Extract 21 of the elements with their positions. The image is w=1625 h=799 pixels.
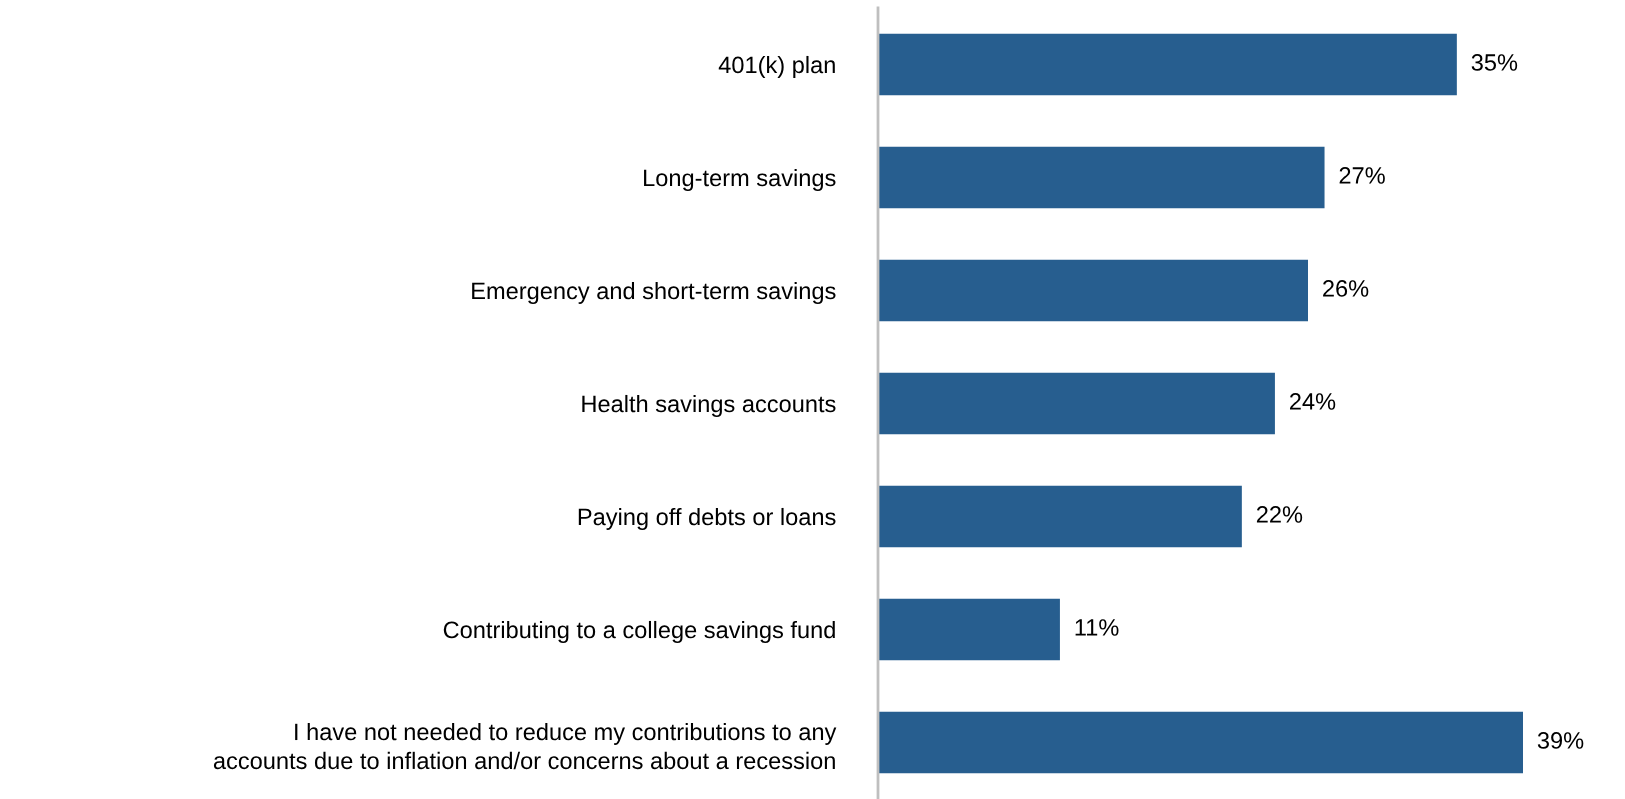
bar <box>878 372 1275 435</box>
y-tick-label: Long-term savings <box>644 168 836 191</box>
data-label: 26% <box>1323 280 1369 297</box>
y-tick-label: Emergency and short-term savings <box>472 281 836 304</box>
data-label: 24% <box>1290 393 1336 410</box>
y-tick-label: Contributing to a college savings fund <box>443 620 835 643</box>
bar <box>878 598 1060 661</box>
bar <box>878 33 1457 96</box>
y-tick-label: Paying off debts or loans <box>578 507 836 530</box>
y-tick-label: I have not needed to reduce my contributions to any accounts due to inflation and/or concerns about a recession <box>213 722 837 770</box>
data-label: 39% <box>1537 732 1584 749</box>
y-tick-label: 401(k) plan <box>718 55 835 78</box>
bar <box>878 711 1523 774</box>
data-label: 11% <box>1075 619 1119 636</box>
data-label: 22% <box>1256 506 1303 523</box>
y-tick-label: Health savings accounts <box>582 394 836 417</box>
bar <box>878 146 1325 209</box>
data-label: 35% <box>1471 54 1518 71</box>
bar <box>878 485 1242 548</box>
bar <box>878 259 1308 322</box>
data-label: 27% <box>1339 167 1385 184</box>
